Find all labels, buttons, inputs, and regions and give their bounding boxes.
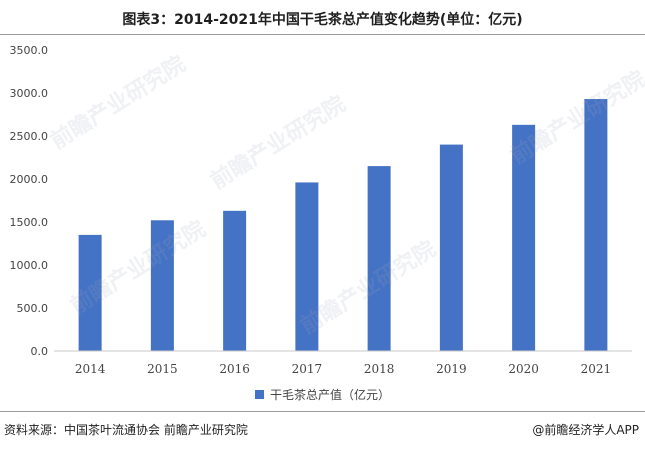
footer-divider [0, 411, 645, 412]
bar-chart: 0.0 500.0 1000.0 1500.0 2000.0 2500.0 3000.0 35… [10, 44, 632, 376]
bar-series [78, 99, 608, 351]
x-tick-label: 2021 [581, 362, 612, 376]
y-tick-label: 500.0 [17, 302, 49, 315]
x-tick-label: 2015 [147, 362, 178, 376]
bar [512, 124, 536, 351]
x-tick-label: 2020 [508, 362, 539, 376]
y-tick-label: 3500.0 [10, 44, 49, 57]
bar [367, 166, 391, 351]
chart-title: 图表3：2014-2021年中国干毛茶总产值变化趋势(单位：亿元) [122, 12, 523, 28]
y-tick-label: 0.0 [31, 345, 49, 358]
y-tick-label: 2500.0 [10, 130, 49, 143]
bar [439, 144, 463, 351]
x-tick-label: 2017 [292, 362, 323, 376]
bar [295, 182, 319, 351]
x-tick-label: 2014 [75, 362, 106, 376]
y-tick-label: 2000.0 [10, 173, 49, 186]
brand-credit: @前瞻经济学人APP [532, 423, 639, 437]
y-tick-label: 1000.0 [10, 259, 49, 272]
bar [223, 210, 247, 351]
legend-label: 干毛茶总产值（亿元） [269, 388, 390, 402]
x-tick-label: 2016 [219, 362, 250, 376]
bar [584, 99, 608, 351]
x-tick-label: 2018 [364, 362, 395, 376]
legend-swatch [254, 390, 264, 399]
x-tick-label: 2019 [436, 362, 467, 376]
legend: 干毛茶总产值（亿元） [0, 386, 645, 403]
bar [150, 220, 174, 351]
y-tick-label: 3000.0 [10, 87, 49, 100]
y-tick-label: 1500.0 [10, 216, 49, 229]
y-axis: 0.0 500.0 1000.0 1500.0 2000.0 2500.0 3000.0 35… [10, 44, 49, 358]
x-axis: 2014 2015 2016 2017 2018 2019 2020 2021 [54, 350, 632, 376]
bar [78, 234, 102, 351]
title-divider [0, 34, 645, 35]
source-note: 资料来源：中国茶叶流通协会 前瞻产业研究院 [4, 423, 248, 437]
